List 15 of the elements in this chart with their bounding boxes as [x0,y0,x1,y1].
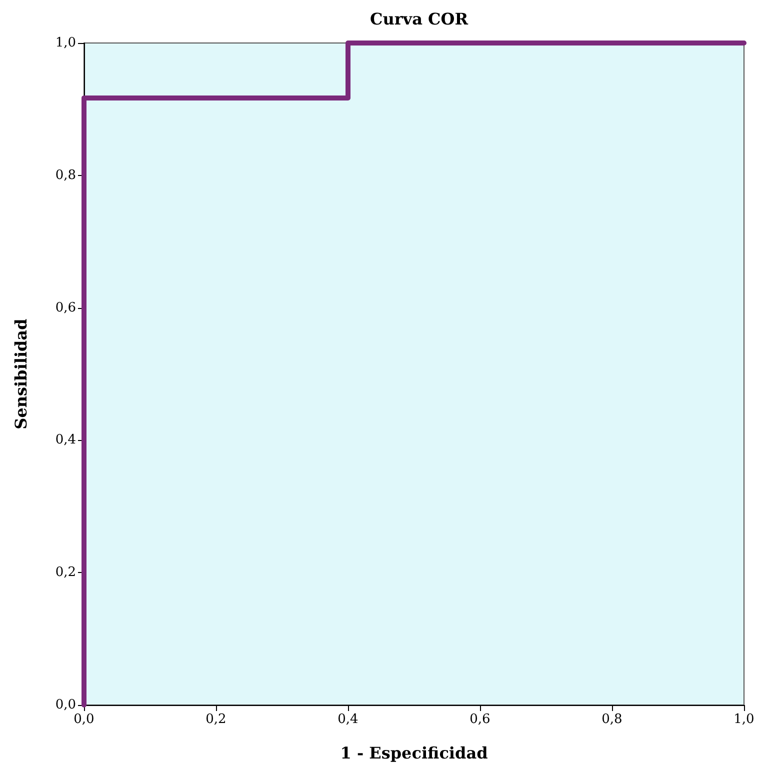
y-tick-label: 0,2 [55,565,76,580]
x-tick-label: 0,6 [470,712,490,727]
x-tick-label: 0,2 [206,712,226,727]
y-tick-label: 0,0 [55,698,76,712]
x-tick-label: 0,4 [338,712,358,727]
x-tick-label: 1,0 [734,712,754,727]
y-axis-title: Sensibilidad [12,318,30,430]
y-tick-label: 0,6 [55,300,76,316]
chart-title: Curva COR [370,10,469,28]
y-tick-label: 0,8 [55,168,76,183]
y-tick-label: 0,4 [55,432,76,448]
y-tick-label: 1,0 [55,36,76,50]
x-tick-label: 0,8 [602,712,622,727]
x-tick-label: 0,0 [74,712,94,727]
x-axis-title: 1 - Especificidad [340,744,488,762]
